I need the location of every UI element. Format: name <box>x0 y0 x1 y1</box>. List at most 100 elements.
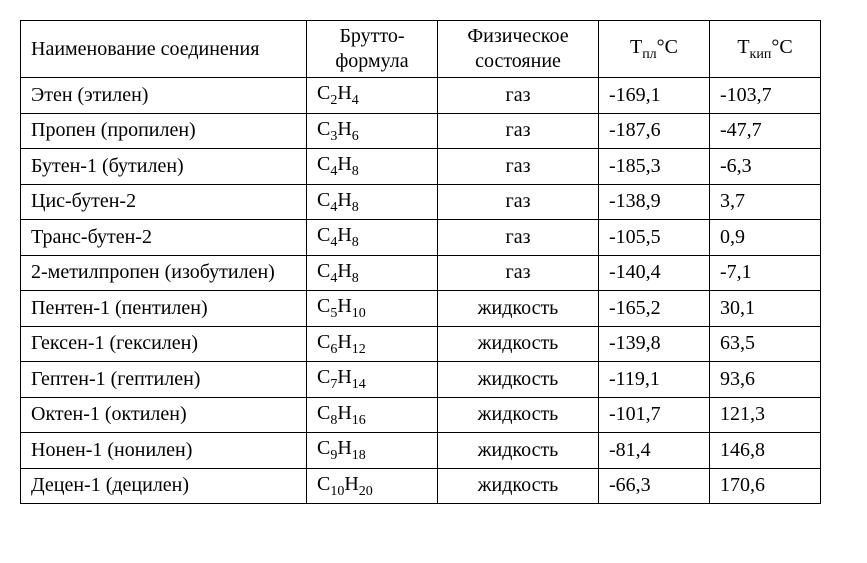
formula-h-count: 8 <box>352 164 359 179</box>
cell-name: 2-метилпропен (изобутилен) <box>21 255 307 291</box>
table-row: Транс-бутен-2C4H8газ-105,50,9 <box>21 220 821 256</box>
formula-h: H <box>337 402 351 424</box>
table-row: Нонен-1 (нонилен)C9H18жидкость-81,4146,8 <box>21 433 821 469</box>
cell-formula: C4H8 <box>307 149 438 185</box>
formula-c: C <box>317 224 330 246</box>
cell-state: жидкость <box>438 291 599 327</box>
table-row: Пропен (пропилен)C3H6газ-187,6-47,7 <box>21 113 821 149</box>
formula-h: H <box>344 473 358 495</box>
cell-state: газ <box>438 255 599 291</box>
cell-melting-point: -185,3 <box>599 149 710 185</box>
tmelt-sub: пл <box>642 47 656 62</box>
cell-melting-point: -105,5 <box>599 220 710 256</box>
table-row: Гептен-1 (гептилен)C7H14жидкость-119,193… <box>21 362 821 398</box>
formula-h-count: 18 <box>352 448 366 463</box>
cell-boiling-point: 63,5 <box>710 326 821 362</box>
cell-formula: C8H16 <box>307 397 438 433</box>
formula-c: C <box>317 153 330 175</box>
formula-h: H <box>337 224 351 246</box>
cell-name: Пропен (пропилен) <box>21 113 307 149</box>
cell-melting-point: -66,3 <box>599 468 710 504</box>
formula-h: H <box>337 331 351 353</box>
formula-h-count: 8 <box>352 200 359 215</box>
table-row: Этен (этилен)C2H4газ-169,1-103,7 <box>21 78 821 114</box>
formula-c: C <box>317 366 330 388</box>
cell-boiling-point: -47,7 <box>710 113 821 149</box>
formula-h-count: 8 <box>352 271 359 286</box>
formula-h: H <box>337 366 351 388</box>
cell-boiling-point: 121,3 <box>710 397 821 433</box>
cell-boiling-point: -103,7 <box>710 78 821 114</box>
cell-formula: C7H14 <box>307 362 438 398</box>
tboil-sub: кип <box>750 47 772 62</box>
cell-boiling-point: -6,3 <box>710 149 821 185</box>
table-row: Пентен-1 (пентилен)C5H10жидкость-165,230… <box>21 291 821 327</box>
tboil-suffix: °С <box>771 36 792 58</box>
formula-h-count: 12 <box>352 342 366 357</box>
cell-name: Нонен-1 (нонилен) <box>21 433 307 469</box>
formula-h-count: 4 <box>352 93 359 108</box>
cell-boiling-point: 30,1 <box>710 291 821 327</box>
cell-melting-point: -187,6 <box>599 113 710 149</box>
cell-state: газ <box>438 113 599 149</box>
cell-name: Децен-1 (децилен) <box>21 468 307 504</box>
formula-h-count: 8 <box>352 235 359 250</box>
formula-h: H <box>337 295 351 317</box>
formula-h-count: 6 <box>352 129 359 144</box>
cell-melting-point: -81,4 <box>599 433 710 469</box>
table-row: Цис-бутен-2C4H8газ-138,93,7 <box>21 184 821 220</box>
cell-formula: C9H18 <box>307 433 438 469</box>
cell-formula: C10H20 <box>307 468 438 504</box>
formula-h-count: 14 <box>352 377 366 392</box>
cell-state: жидкость <box>438 397 599 433</box>
table-row: Гексен-1 (гексилен)C6H12жидкость-139,863… <box>21 326 821 362</box>
cell-state: жидкость <box>438 362 599 398</box>
cell-state: газ <box>438 184 599 220</box>
cell-state: газ <box>438 220 599 256</box>
formula-c-count: 10 <box>330 484 344 499</box>
formula-c: C <box>317 118 330 140</box>
table-row: 2-метилпропен (изобутилен)C4H8газ-140,4-… <box>21 255 821 291</box>
cell-melting-point: -139,8 <box>599 326 710 362</box>
formula-c: C <box>317 402 330 424</box>
formula-c: C <box>317 331 330 353</box>
cell-name: Этен (этилен) <box>21 78 307 114</box>
formula-h: H <box>337 437 351 459</box>
cell-formula: C3H6 <box>307 113 438 149</box>
cell-state: жидкость <box>438 468 599 504</box>
cell-melting-point: -101,7 <box>599 397 710 433</box>
table-header-row: Наименование соединения Брутто-формула Ф… <box>21 21 821 78</box>
tmelt-prefix: Т <box>630 36 642 58</box>
cell-boiling-point: 146,8 <box>710 433 821 469</box>
cell-boiling-point: 0,9 <box>710 220 821 256</box>
cell-name: Октен-1 (октилен) <box>21 397 307 433</box>
cell-formula: C6H12 <box>307 326 438 362</box>
formula-c: C <box>317 260 330 282</box>
cell-name: Гептен-1 (гептилен) <box>21 362 307 398</box>
formula-h: H <box>337 82 351 104</box>
cell-formula: C5H10 <box>307 291 438 327</box>
table-row: Бутен-1 (бутилен)C4H8газ-185,3-6,3 <box>21 149 821 185</box>
cell-boiling-point: 93,6 <box>710 362 821 398</box>
col-header-boiling-point: Ткип°С <box>710 21 821 78</box>
cell-name: Пентен-1 (пентилен) <box>21 291 307 327</box>
alkenes-properties-table: Наименование соединения Брутто-формула Ф… <box>20 20 821 504</box>
cell-boiling-point: 3,7 <box>710 184 821 220</box>
formula-h: H <box>337 189 351 211</box>
col-header-formula: Брутто-формула <box>307 21 438 78</box>
formula-h-count: 10 <box>352 306 366 321</box>
cell-state: газ <box>438 149 599 185</box>
cell-name: Транс-бутен-2 <box>21 220 307 256</box>
formula-c: C <box>317 473 330 495</box>
cell-boiling-point: -7,1 <box>710 255 821 291</box>
cell-state: жидкость <box>438 433 599 469</box>
col-header-state: Физическое состояние <box>438 21 599 78</box>
table-row: Октен-1 (октилен)C8H16жидкость-101,7121,… <box>21 397 821 433</box>
tboil-prefix: Т <box>737 36 749 58</box>
cell-name: Бутен-1 (бутилен) <box>21 149 307 185</box>
formula-h-count: 20 <box>359 484 373 499</box>
cell-state: жидкость <box>438 326 599 362</box>
cell-formula: C4H8 <box>307 220 438 256</box>
cell-melting-point: -165,2 <box>599 291 710 327</box>
formula-c: C <box>317 295 330 317</box>
